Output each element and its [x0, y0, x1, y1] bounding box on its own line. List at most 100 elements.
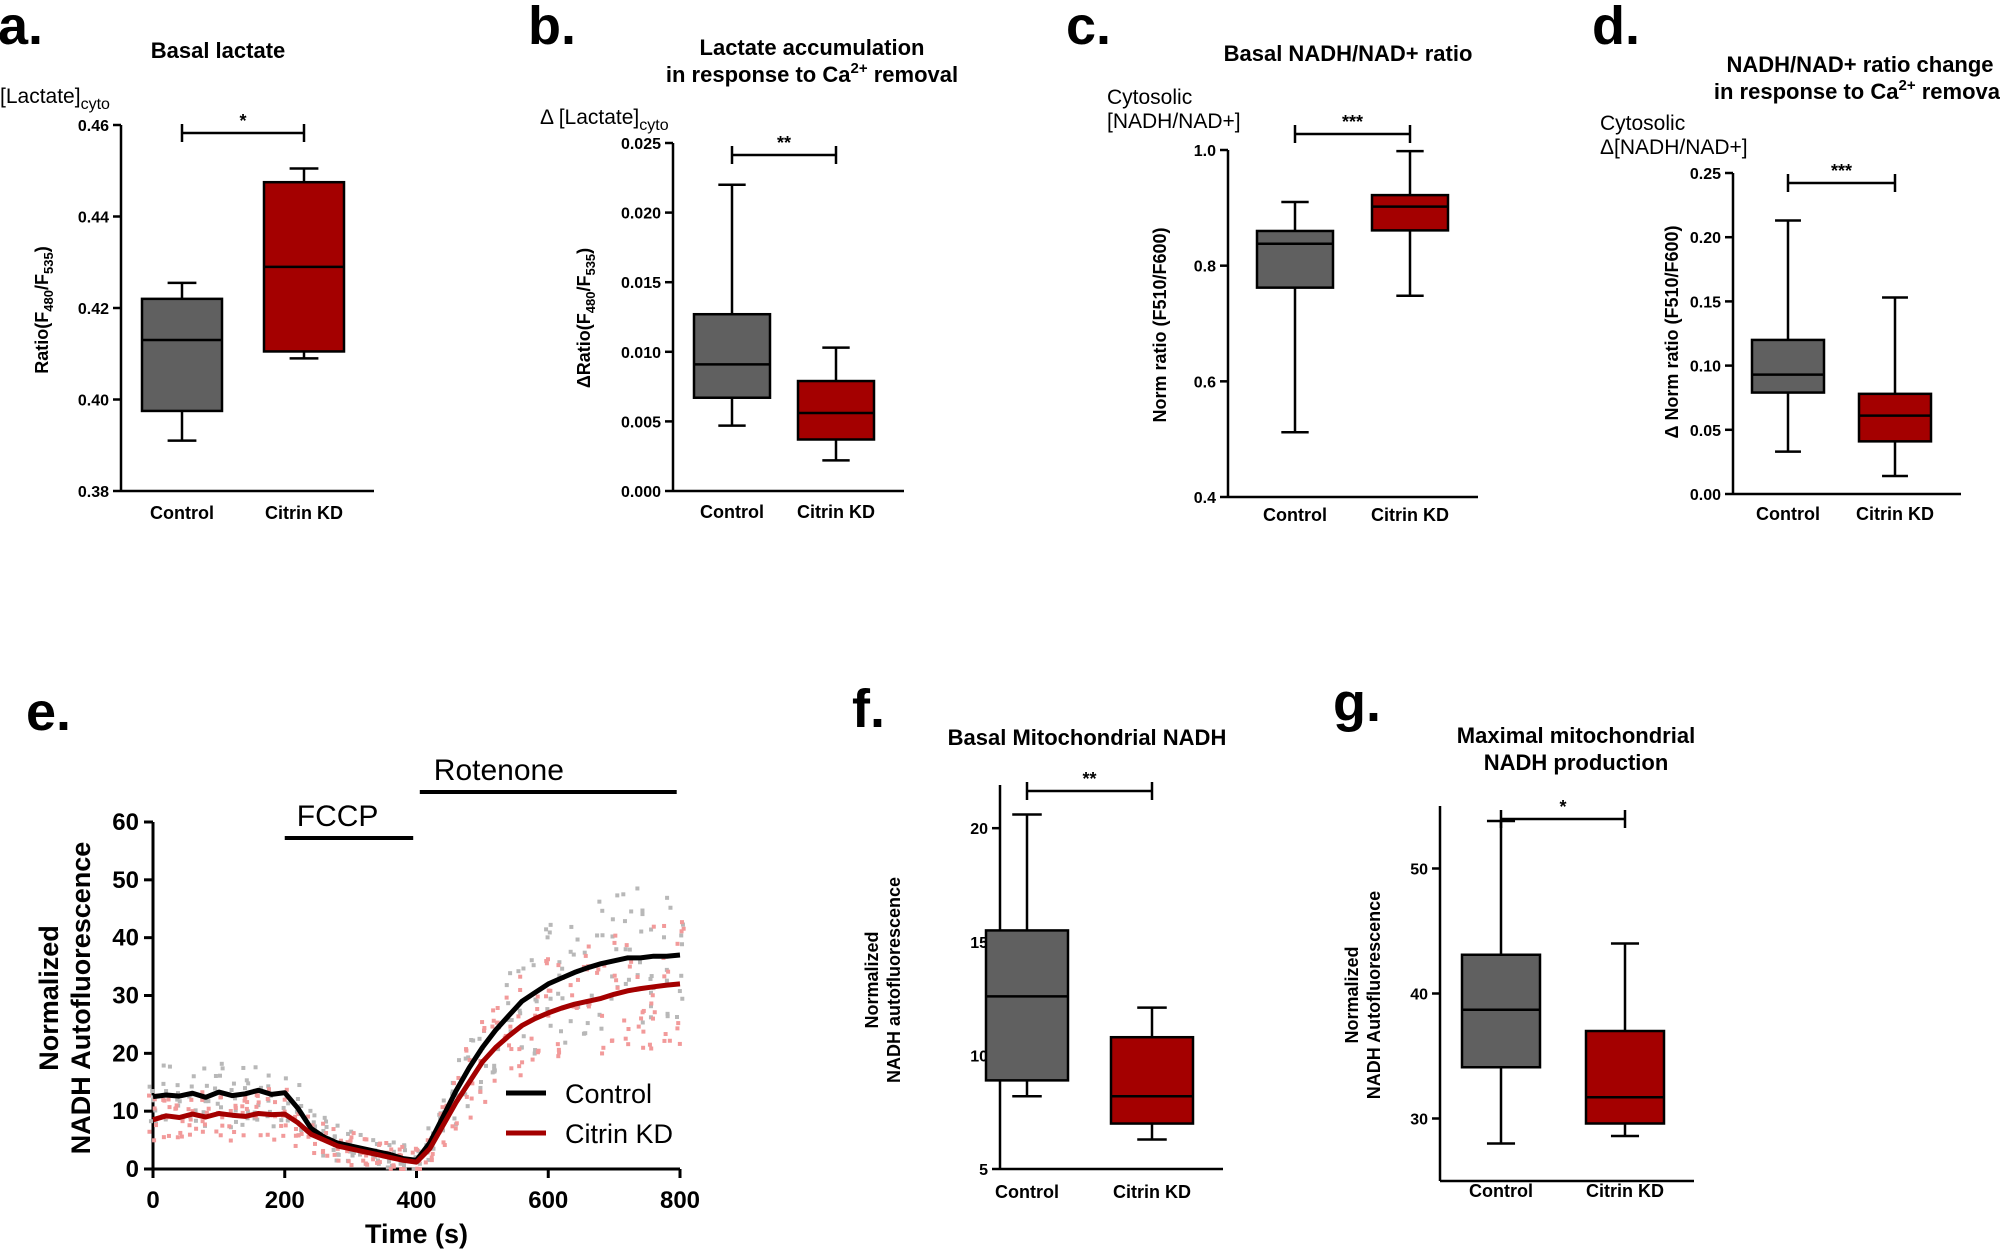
cell-point [324, 1131, 329, 1136]
cell-point [650, 993, 655, 998]
cell-point [153, 1123, 158, 1128]
cell-point [206, 1106, 211, 1111]
cell-point [452, 1116, 457, 1121]
box-control: Control [1460, 819, 1542, 1201]
y-tick-label: 0.020 [621, 206, 661, 223]
cell-point [581, 1031, 586, 1036]
cell-point [677, 989, 682, 994]
cell-point [615, 893, 620, 898]
panel-title: Basal Mitochondrial NADH [948, 725, 1227, 750]
cell-point [463, 1092, 468, 1097]
title-superscript: 2+ [1898, 77, 1915, 94]
cell-point [220, 1066, 225, 1071]
cell-point [442, 1143, 447, 1148]
cell-point [668, 905, 673, 910]
cell-point [180, 1119, 185, 1124]
cell-point [336, 1152, 341, 1157]
cell-point [530, 1057, 535, 1062]
cell-point [175, 1083, 180, 1088]
cell-point [293, 1133, 298, 1138]
cell-point [202, 1066, 207, 1071]
annotation-main: [Lactate] [0, 85, 81, 108]
cell-point [640, 912, 645, 917]
cell-point [167, 1064, 172, 1069]
cell-point [600, 1051, 605, 1056]
cell-point [665, 1011, 670, 1016]
cell-point [175, 1091, 180, 1096]
y-label-part: ) [32, 246, 52, 252]
panel-a: a. Basal lactate [Lactate]cyto Ratio(F480/F… [0, 0, 374, 523]
significance-stars: ** [1082, 769, 1096, 789]
box-citrin-kd: Citrin KD [1856, 296, 1934, 524]
cell-point [560, 996, 565, 1001]
cell-point [612, 940, 617, 945]
annotation-line: Cytosolic [1600, 112, 1685, 135]
treatment-label: FCCP [297, 800, 379, 833]
panel-label: f. [852, 679, 885, 739]
cell-point [233, 1119, 238, 1124]
y-ticks: 0.000 0.005 0.010 0.015 0.020 0.025 [621, 136, 673, 501]
cell-point [545, 935, 550, 940]
cell-point [531, 963, 536, 968]
cell-point [568, 983, 573, 988]
cell-point [361, 1158, 366, 1163]
title-line: in response to Ca2+ removal [1714, 77, 2000, 104]
cell-point [279, 1123, 284, 1128]
cell-point [544, 961, 549, 966]
cell-point [665, 1014, 670, 1019]
category-label: Control [995, 1182, 1059, 1202]
cell-point [622, 919, 627, 924]
y-tick-label: 20 [112, 1040, 139, 1067]
cell-point [519, 1045, 524, 1050]
cell-point [179, 1134, 184, 1139]
cell-point [233, 1108, 238, 1113]
title-line: NADH/NAD+ ratio change [1726, 52, 1993, 77]
cell-point [665, 895, 670, 900]
cell-point [532, 1051, 537, 1056]
cell-point [545, 1007, 550, 1012]
cell-point [470, 1081, 475, 1086]
cell-point [623, 1036, 628, 1041]
category-label: Control [700, 502, 764, 522]
cell-point [161, 1097, 166, 1102]
cell-point [228, 1138, 233, 1143]
significance-stars: * [1559, 797, 1566, 817]
cell-point [150, 1089, 155, 1094]
cell-point [161, 1135, 166, 1140]
panel-f: f. Basal Mitochondrial NADH Normalized NADH… [852, 679, 1226, 1202]
cell-point [534, 999, 539, 1004]
cell-point [518, 987, 523, 992]
cell-point [332, 1134, 337, 1139]
cell-point [609, 996, 614, 1001]
cell-point [612, 973, 617, 978]
y-label-subscript: 480 [41, 290, 56, 312]
cell-point [508, 971, 513, 976]
cell-point [213, 1073, 218, 1078]
axis-annotation: [Lactate]cyto [0, 85, 110, 113]
cell-point [516, 969, 521, 974]
cell-point [363, 1161, 368, 1166]
cell-point [556, 1047, 561, 1052]
cell-point [266, 1073, 271, 1078]
y-tick-label: 0.38 [78, 484, 109, 501]
cell-point [518, 1073, 523, 1078]
cell-point [649, 974, 654, 979]
y-tick-label: 40 [112, 925, 139, 952]
cell-point [178, 1130, 183, 1135]
significance-stars: ** [777, 133, 791, 153]
cell-point [193, 1118, 198, 1123]
category-label: Control [1756, 504, 1820, 524]
cell-point [438, 1112, 443, 1117]
cell-point [283, 1123, 288, 1128]
panel-label: g. [1333, 673, 1381, 733]
title-line: Basal NADH/NAD+ ratio [1224, 41, 1473, 66]
cell-point [450, 1124, 455, 1129]
cell-point [626, 977, 631, 982]
cell-point [431, 1146, 436, 1151]
cell-point [639, 929, 644, 934]
cell-point [187, 1094, 192, 1099]
